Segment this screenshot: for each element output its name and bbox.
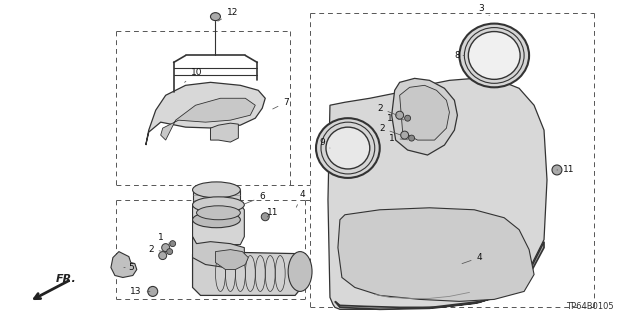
Text: 3: 3 <box>479 4 489 16</box>
Ellipse shape <box>193 197 244 213</box>
Text: 7: 7 <box>273 98 289 109</box>
Text: 12: 12 <box>218 8 238 21</box>
Ellipse shape <box>404 115 411 121</box>
Ellipse shape <box>401 131 408 139</box>
Polygon shape <box>399 85 449 140</box>
Polygon shape <box>211 123 238 142</box>
Polygon shape <box>193 202 244 245</box>
Text: 4: 4 <box>462 253 482 263</box>
Text: 5: 5 <box>124 263 134 272</box>
Text: 10: 10 <box>184 68 202 82</box>
Ellipse shape <box>261 213 269 221</box>
Text: 2: 2 <box>148 245 162 254</box>
Polygon shape <box>338 208 534 301</box>
Text: 11: 11 <box>557 166 575 174</box>
Ellipse shape <box>162 244 170 252</box>
Ellipse shape <box>552 165 562 175</box>
Ellipse shape <box>159 252 166 260</box>
Polygon shape <box>146 82 265 145</box>
Ellipse shape <box>288 252 312 292</box>
Ellipse shape <box>211 13 220 21</box>
Text: 8: 8 <box>454 51 465 60</box>
Text: 1: 1 <box>387 114 404 123</box>
Ellipse shape <box>170 241 175 247</box>
Ellipse shape <box>468 32 520 79</box>
Text: TP64B0105: TP64B0105 <box>566 302 614 311</box>
Ellipse shape <box>460 24 529 87</box>
Text: 1: 1 <box>158 233 170 244</box>
Text: 13: 13 <box>130 287 150 296</box>
Ellipse shape <box>193 212 241 228</box>
Polygon shape <box>392 78 458 155</box>
Ellipse shape <box>326 127 370 169</box>
Polygon shape <box>328 78 547 309</box>
Text: FR.: FR. <box>56 274 77 285</box>
Ellipse shape <box>166 249 173 255</box>
Polygon shape <box>216 249 248 270</box>
Polygon shape <box>335 241 544 309</box>
Text: 4: 4 <box>296 190 305 207</box>
Text: 11: 11 <box>266 208 278 217</box>
Ellipse shape <box>316 118 380 178</box>
Text: 2: 2 <box>377 104 397 115</box>
Polygon shape <box>193 252 305 295</box>
Ellipse shape <box>193 182 241 198</box>
Text: 2: 2 <box>379 124 401 135</box>
Polygon shape <box>111 252 137 278</box>
Ellipse shape <box>148 286 157 296</box>
Ellipse shape <box>408 135 415 141</box>
Polygon shape <box>193 190 241 220</box>
Text: 9: 9 <box>319 137 330 148</box>
Ellipse shape <box>196 206 241 220</box>
Text: 6: 6 <box>245 192 265 204</box>
Polygon shape <box>193 237 244 268</box>
Text: 1: 1 <box>389 134 408 143</box>
Polygon shape <box>161 98 255 140</box>
Ellipse shape <box>396 111 404 119</box>
